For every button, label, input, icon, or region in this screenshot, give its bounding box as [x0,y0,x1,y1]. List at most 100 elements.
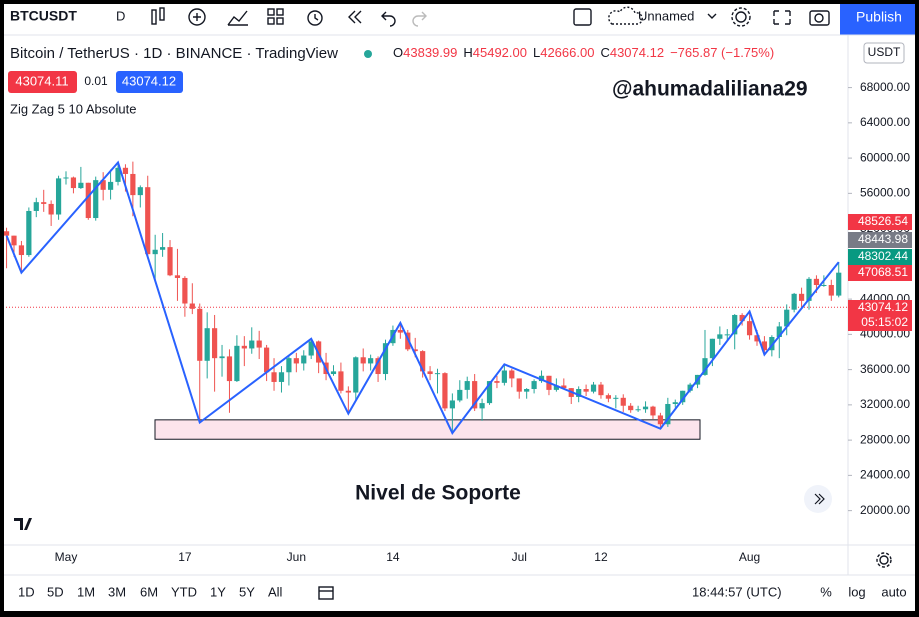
ohlc-key: L [533,45,540,60]
candle-body [702,358,708,375]
candle-body [798,293,805,301]
candle-body [219,356,225,359]
candle-body [635,409,641,411]
candle-body [412,349,418,352]
candle-body [11,235,17,246]
scroll-icon[interactable] [814,493,825,505]
candle-body [828,285,834,296]
percent-toggle[interactable]: % [820,584,832,599]
candle-body [680,390,686,403]
candle-body [509,370,515,379]
x-tick-label: Aug [739,550,760,564]
candle-body [442,373,448,409]
y-tick-label: 20000.00 [860,503,910,517]
candle-body [48,203,54,215]
candle-body [137,187,143,196]
x-tick-label: 17 [178,550,192,564]
ohlc-value: 42666.00 [540,45,594,60]
y-tick-label: 64000.00 [860,115,910,129]
scroll-button[interactable] [804,485,832,513]
candle-body [100,180,106,190]
price-label-box [848,232,912,248]
buy-price[interactable]: 43074.12 [122,73,176,88]
candle-body [130,173,136,196]
date-range-icon[interactable] [318,586,334,600]
candle-body [724,334,730,336]
range-button[interactable]: 1Y [210,584,226,599]
candle-body [360,357,366,364]
auto-toggle[interactable]: auto [881,584,906,599]
candle-body [553,385,559,390]
candle-body [152,249,158,255]
buy-box[interactable] [116,71,183,93]
ohlc-key: C [600,45,609,60]
interval[interactable]: D [116,8,125,23]
candle-body [41,202,47,204]
candle-body [55,178,62,215]
candle-body [78,182,84,189]
range-button[interactable]: 5Y [239,584,255,599]
ohlc-key: H [463,45,472,60]
candle-body [271,372,277,382]
sell-box[interactable] [8,71,77,93]
ohlc-value: 43074.12 [610,45,664,60]
tv-logo[interactable] [10,512,38,536]
range-button[interactable]: 6M [140,584,158,599]
candle-body [182,277,188,304]
candle-body [717,334,723,339]
range-button[interactable]: All [268,584,283,599]
price-label: 48302.44 [858,249,908,263]
range-buttons[interactable]: 1D 5D 1M 3M 6M YTD 1Y 5Y All [18,584,283,599]
candle-body [642,406,649,410]
y-tick-label: 28000.00 [860,432,910,446]
zigzag-line [5,160,840,435]
range-button[interactable]: 1M [77,584,95,599]
toolbar-icons[interactable] [151,6,830,27]
y-tick-label: 24000.00 [860,468,910,482]
candle-body [464,381,470,390]
price-label: 43074.12 [858,300,908,314]
publish-label[interactable]: Publish [856,9,902,25]
candle-body [605,395,611,399]
candle-body [486,381,493,404]
candle-body [650,406,656,416]
support-label: Nivel de Soporte [355,482,521,505]
candle-body [427,371,433,375]
candle-body [613,397,619,399]
ohlc-value: 45492.00 [473,45,527,60]
range-button[interactable]: 1D [18,584,35,599]
candle-body [397,329,403,333]
candle-body [338,371,344,391]
log-toggle[interactable]: log [848,584,865,599]
y-tick-label: 68000.00 [860,80,910,94]
sell-price[interactable]: 43074.11 [15,73,68,88]
candle-body [821,285,827,287]
x-tick-label: 14 [386,550,400,564]
candle-body [197,308,203,361]
publish-button[interactable] [840,0,919,35]
layout-name[interactable]: Unnamed [638,8,694,23]
settings-icon[interactable] [876,552,892,568]
candle-body [494,381,500,383]
candle-body [739,314,745,322]
candle-body [234,345,240,382]
candle-body [70,177,77,189]
spread: 0.01 [84,74,108,88]
currency-box[interactable] [863,42,905,64]
range-button[interactable]: 3M [108,584,126,599]
y-tick-label: 60000.00 [860,150,910,164]
candle-body [754,335,760,342]
currency[interactable]: USDT [868,45,901,59]
candle-body [167,247,173,276]
range-button[interactable]: 5D [47,584,64,599]
candle-body [420,351,426,372]
candle-body [806,278,812,301]
range-button[interactable]: YTD [171,584,197,599]
symbol[interactable]: BTCUSDT [10,8,77,24]
price-label: 47068.51 [858,265,908,279]
candle-body [115,167,121,182]
candle-body [26,210,32,256]
